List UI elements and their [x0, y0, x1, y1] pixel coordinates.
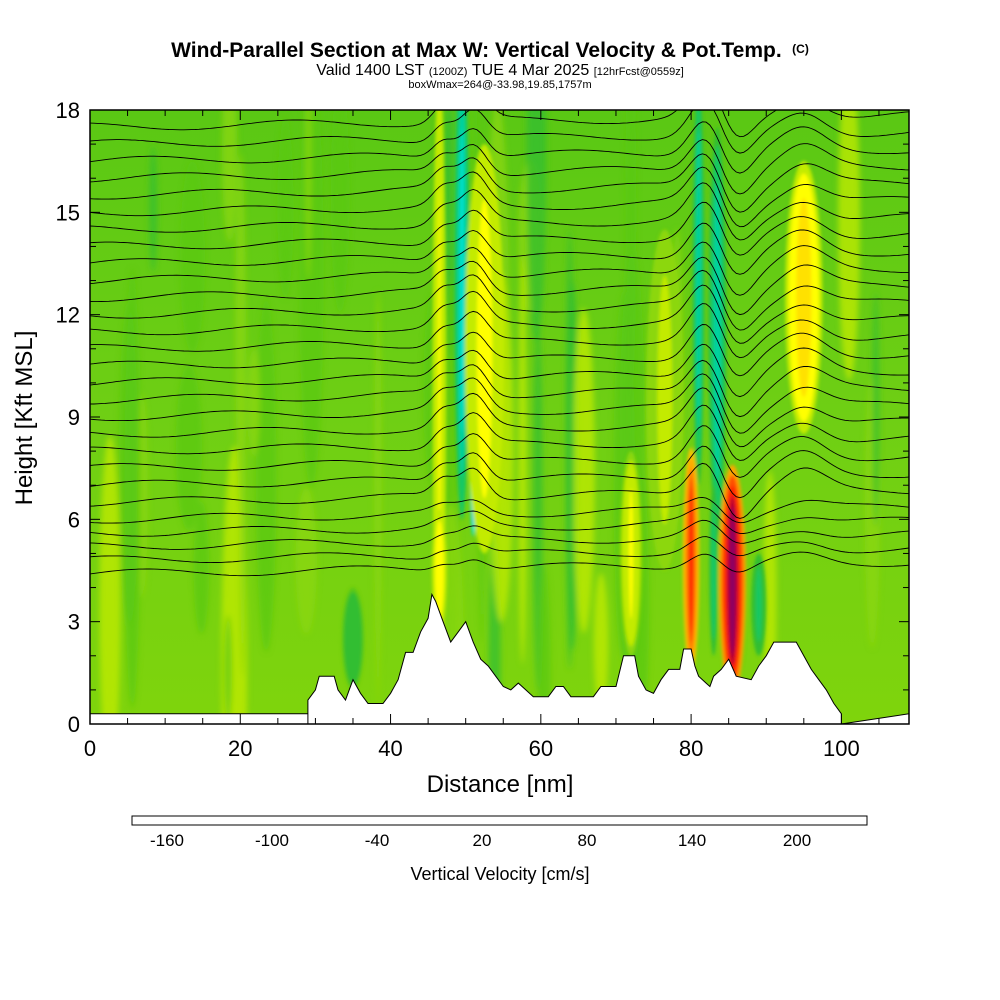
- theta-contour: [90, 153, 909, 213]
- texture-streak: [526, 110, 547, 343]
- texture-streak: [247, 347, 261, 457]
- colorbar-label: -100: [255, 831, 289, 850]
- terrain-mask: [90, 592, 909, 724]
- theta-contour: [90, 121, 909, 174]
- colorbar: -160 -100 -40 20 80 140 200: [131, 815, 868, 850]
- theta-contour: [90, 201, 909, 256]
- texture-streak: [872, 291, 880, 527]
- texture-streak: [224, 614, 233, 724]
- y-tick-label: 18: [56, 98, 80, 123]
- box-max-info: boxWmax=264@-33.98,19.85,1757m: [408, 79, 591, 91]
- theta-contour: [90, 462, 909, 519]
- texture-streak: [235, 153, 247, 509]
- theta-contour: [90, 324, 909, 377]
- colorbar-frame: [131, 815, 868, 826]
- texture-streak: [175, 364, 202, 531]
- texture-streak: [374, 289, 382, 708]
- theta-contour: [90, 551, 909, 577]
- x-tick-label: 40: [378, 736, 402, 761]
- colorbar-label: 80: [578, 831, 597, 850]
- x-tick-label: 20: [228, 736, 252, 761]
- downdraft-cell: [350, 605, 356, 672]
- theta-contour: [90, 359, 909, 418]
- updraft-cell: [628, 487, 634, 619]
- theta-contour: [90, 373, 909, 434]
- x-tick-label: 80: [679, 736, 703, 761]
- texture-streak: [124, 268, 141, 709]
- theta-contour: [90, 139, 909, 195]
- velocity-cells-layer: [341, 110, 823, 697]
- theta-contour: [90, 182, 909, 241]
- theta-contour: [90, 256, 909, 316]
- y-tick-label: 12: [56, 303, 80, 328]
- theta-contour-layer: [90, 110, 909, 577]
- colorbar-label: 140: [678, 831, 706, 850]
- theta-contour: [90, 445, 909, 499]
- texture-streak: [330, 110, 350, 314]
- texture-streak: [838, 110, 860, 381]
- texture-streak: [149, 146, 158, 272]
- updraft-cell: [437, 531, 441, 610]
- y-tick-label: 15: [56, 200, 80, 225]
- texture-streak: [255, 298, 277, 653]
- texture-streak: [305, 110, 312, 281]
- colorbar-label: 200: [783, 831, 811, 850]
- texture-streak: [518, 255, 527, 665]
- plot-area: [90, 110, 909, 724]
- texture-streak: [565, 229, 574, 670]
- colorbar-label: -160: [150, 831, 184, 850]
- colorbar-title: Vertical Velocity [cm/s]: [410, 864, 589, 884]
- texture-streak: [537, 564, 551, 724]
- texture-streak: [193, 501, 210, 635]
- texture-streak: [180, 160, 205, 354]
- theta-contour: [90, 269, 909, 331]
- theta-contour: [90, 303, 909, 359]
- theta-contour: [90, 343, 909, 398]
- theta-contour: [90, 110, 909, 138]
- theta-contour: [90, 536, 909, 564]
- theta-contour: [90, 110, 909, 154]
- texture-streak: [221, 110, 238, 243]
- theta-contour: [90, 166, 909, 228]
- theta-contour: [90, 506, 909, 537]
- theta-contour: [90, 404, 909, 461]
- texture-streak: [295, 487, 318, 635]
- theta-contour: [90, 387, 909, 448]
- y-tick-label: 0: [68, 712, 80, 737]
- downdraft-cell: [757, 571, 761, 638]
- terrain-layer: [90, 592, 909, 724]
- theta-contour: [90, 496, 909, 524]
- theta-contour: [90, 519, 909, 550]
- theta-contour: [90, 241, 909, 296]
- updraft-cell: [438, 186, 441, 580]
- x-axis-label: Distance [nm]: [427, 771, 574, 798]
- y-tick-label: 6: [68, 507, 80, 532]
- downdraft-cell: [697, 149, 700, 412]
- y-tick-label: 9: [68, 405, 80, 430]
- chart-title: Wind-Parallel Section at Max W: Vertical…: [171, 39, 809, 62]
- texture-streak: [593, 572, 609, 713]
- updraft-cell: [661, 290, 669, 510]
- x-tick-label: 60: [529, 736, 553, 761]
- y-axis: 0 3 6 9 12 15 18: [56, 98, 909, 737]
- theta-contour: [90, 222, 909, 275]
- x-axis: 0 20 40 60 80 100: [84, 110, 880, 761]
- downdraft-cell: [712, 515, 715, 626]
- x-tick-label: 100: [823, 736, 860, 761]
- colorbar-label: 20: [473, 831, 492, 850]
- texture-streak: [99, 435, 121, 724]
- updraft-cell: [729, 506, 736, 655]
- chart-subtitle: Valid 1400 LST (1200Z) TUE 4 Mar 2025 [1…: [316, 62, 684, 79]
- downdraft-cell: [715, 200, 720, 463]
- theta-contour: [90, 425, 909, 478]
- x-tick-label: 0: [84, 736, 96, 761]
- colorbar-label: -40: [365, 831, 390, 850]
- y-tick-label: 3: [68, 610, 80, 635]
- updraft-cell: [800, 210, 808, 385]
- y-axis-label: Height [Kft MSL]: [11, 331, 38, 506]
- theta-contour: [90, 284, 909, 344]
